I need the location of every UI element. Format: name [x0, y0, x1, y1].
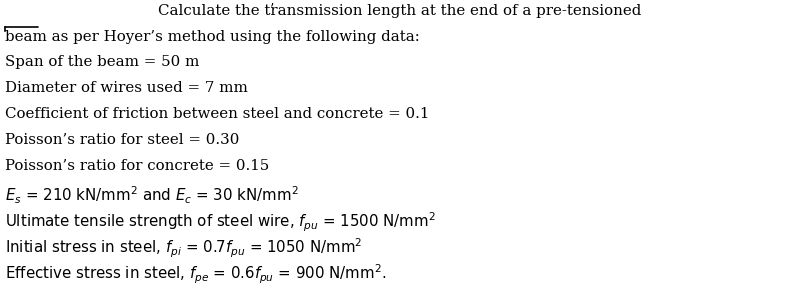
Text: Poisson’s ratio for concrete = 0.15: Poisson’s ratio for concrete = 0.15: [5, 159, 270, 173]
Text: Effective stress in steel, $f_{pe}$ = 0.6$f_{pu}$ = 900 N/mm$^2$.: Effective stress in steel, $f_{pe}$ = 0.…: [5, 263, 386, 286]
Text: Ultimate tensile strength of steel wire, $f_{pu}$ = 1500 N/mm$^2$: Ultimate tensile strength of steel wire,…: [5, 211, 436, 234]
Text: ’: ’: [270, 2, 274, 16]
Text: beam as per Hoyer’s method using the following data:: beam as per Hoyer’s method using the fol…: [5, 30, 420, 44]
Text: Span of the beam = 50 m: Span of the beam = 50 m: [5, 55, 199, 69]
Text: $E_s$ = 210 kN/mm$^2$ and $E_c$ = 30 kN/mm$^2$: $E_s$ = 210 kN/mm$^2$ and $E_c$ = 30 kN/…: [5, 185, 298, 207]
Text: Poisson’s ratio for steel = 0.30: Poisson’s ratio for steel = 0.30: [5, 133, 239, 147]
Text: Calculate the transmission length at the end of a pre-tensioned: Calculate the transmission length at the…: [158, 4, 642, 18]
Text: Initial stress in steel, $f_{pi}$ = 0.7$f_{pu}$ = 1050 N/mm$^2$: Initial stress in steel, $f_{pi}$ = 0.7$…: [5, 237, 362, 260]
Text: Coefficient of friction between steel and concrete = 0.1: Coefficient of friction between steel an…: [5, 107, 430, 121]
Text: Diameter of wires used = 7 mm: Diameter of wires used = 7 mm: [5, 81, 248, 95]
